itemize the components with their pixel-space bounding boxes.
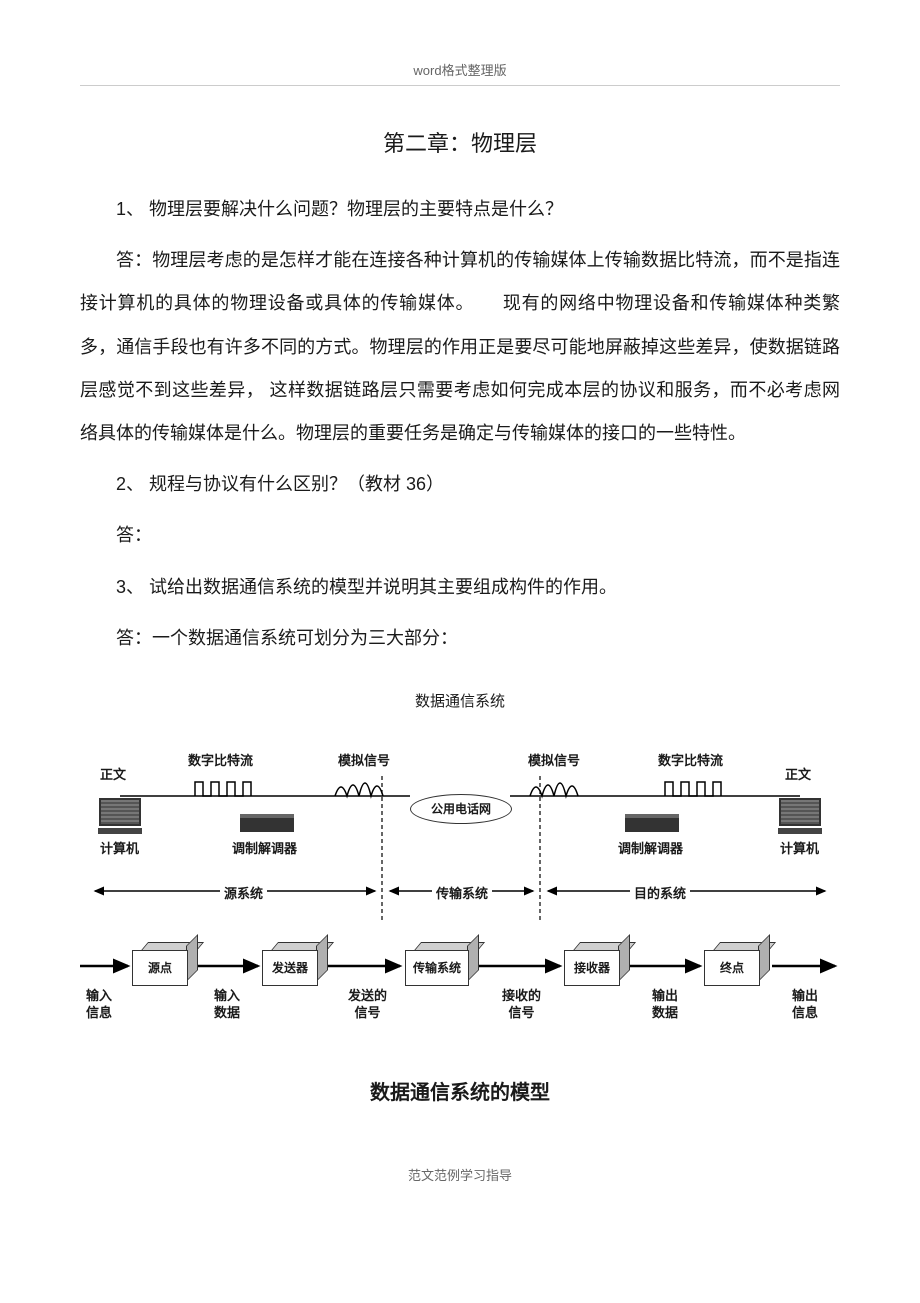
page-footer: 范文范例学习指导 [80, 1165, 840, 1184]
question-2: 2、 规程与协议有什么区别？（教材 36） [80, 463, 840, 506]
label-analog-left: 模拟信号 [338, 750, 390, 769]
label-input-data: 输入数据 [214, 988, 240, 1022]
label-text-left: 正文 [100, 764, 126, 783]
diagram-caption: 数据通信系统的模型 [80, 1076, 840, 1105]
label-output-data: 输出数据 [652, 988, 678, 1022]
box-dest-point: 终点 [704, 942, 768, 984]
page-header: word格式整理版 [80, 60, 840, 86]
label-transport-system: 传输系统 [432, 883, 492, 902]
label-computer-left: 计算机 [100, 838, 139, 857]
label-modem-right: 调制解调器 [618, 838, 683, 857]
label-input-info: 输入信息 [86, 988, 112, 1022]
label-computer-right: 计算机 [780, 838, 819, 857]
box-source-point: 源点 [132, 942, 196, 984]
label-source-system: 源系统 [220, 883, 267, 902]
box-sender: 发送器 [262, 942, 326, 984]
label-output-info: 输出信息 [792, 988, 818, 1022]
label-dest-system: 目的系统 [630, 883, 690, 902]
pstn-oval: 公用电话网 [410, 794, 512, 824]
label-digital-left: 数字比特流 [188, 750, 253, 769]
label-modem-left: 调制解调器 [232, 838, 297, 857]
label-analog-right: 模拟信号 [528, 750, 580, 769]
modem-left-icon [240, 814, 294, 832]
computer-right-icon [778, 798, 822, 834]
answer-1: 答：物理层考虑的是怎样才能在连接各种计算机的传输媒体上传输数据比特流，而不是指连… [80, 239, 840, 455]
chapter-title: 第二章：物理层 [80, 126, 840, 158]
question-3: 3、 试给出数据通信系统的模型并说明其主要组成构件的作用。 [80, 566, 840, 609]
modem-right-icon [625, 814, 679, 832]
label-send-signal: 发送的信号 [348, 988, 387, 1022]
computer-left-icon [98, 798, 142, 834]
box-transport: 传输系统 [405, 942, 477, 984]
box-receiver: 接收器 [564, 942, 628, 984]
label-digital-right: 数字比特流 [658, 750, 723, 769]
answer-2: 答： [80, 514, 840, 557]
question-1: 1、 物理层要解决什么问题？物理层的主要特点是什么？ [80, 188, 840, 231]
answer-3: 答：一个数据通信系统可划分为三大部分： [80, 617, 840, 660]
label-recv-signal: 接收的信号 [502, 988, 541, 1022]
diagram-title: 数据通信系统 [80, 690, 840, 711]
communication-system-diagram: 正文 数字比特流 模拟信号 模拟信号 数字比特流 正文 计算机 调制解调器 公用… [80, 736, 840, 1056]
label-text-right: 正文 [785, 764, 811, 783]
